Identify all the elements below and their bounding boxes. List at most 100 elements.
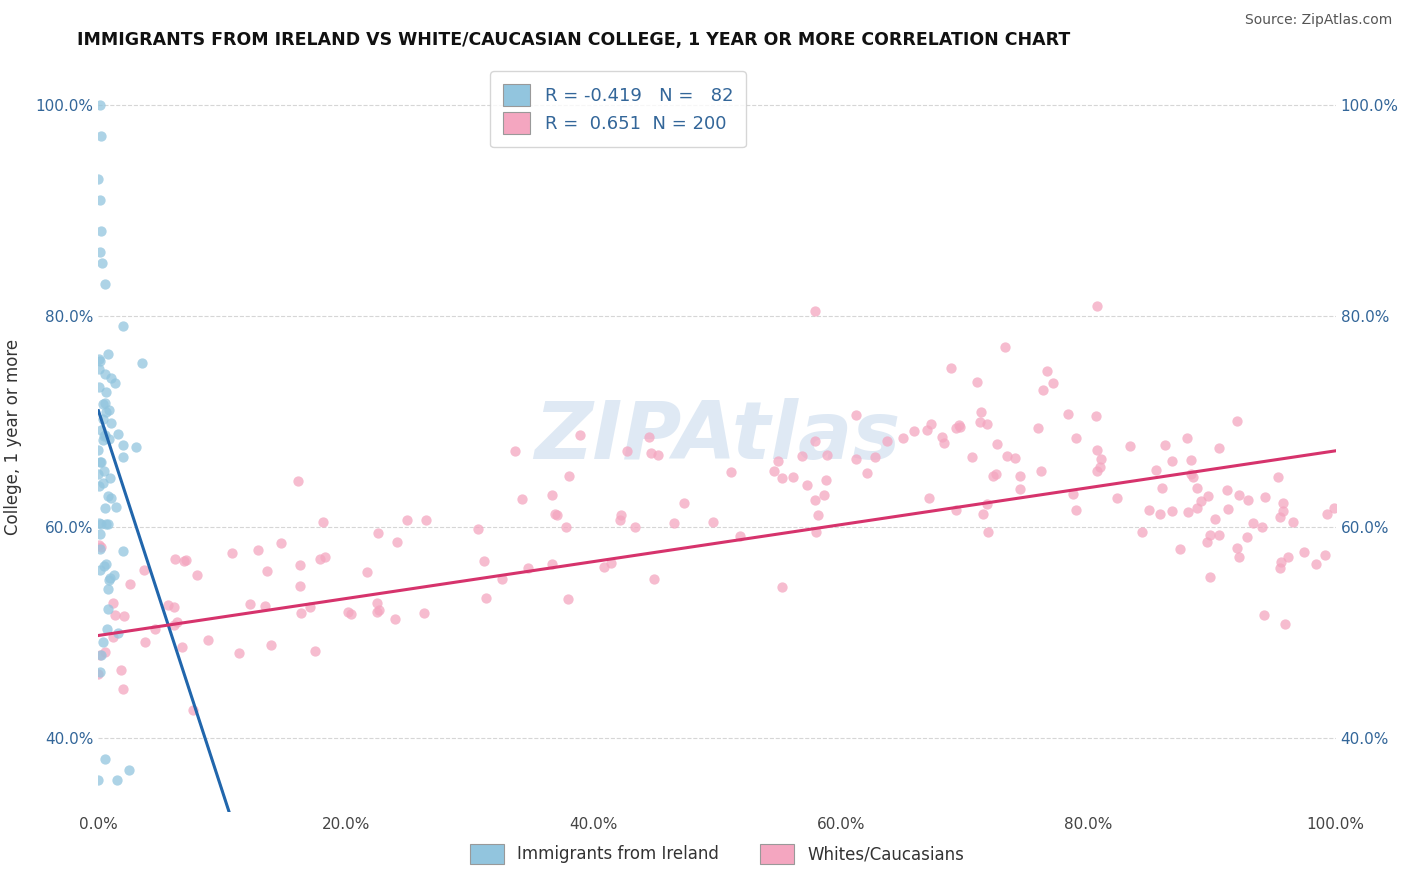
Point [1004,450,1026,465]
Point [972,507,994,521]
Point [1253,607,1275,622]
Point [366,605,388,619]
Point [314,549,336,564]
Point [994,340,1017,354]
Point [932,435,955,450]
Point [1267,470,1289,484]
Point [970,405,993,419]
Point [1088,459,1111,474]
Point [1168,542,1191,557]
Point [966,375,988,389]
Point [162,599,184,614]
Point [97,573,120,587]
Point [939,360,962,375]
Point [91,475,114,490]
Point [107,426,129,441]
Point [415,513,437,527]
Point [290,579,312,593]
Point [93,752,115,766]
Point [101,630,124,644]
Point [1144,463,1167,477]
Point [1204,512,1226,526]
Point [1057,407,1080,421]
Point [385,535,408,549]
Point [1323,500,1346,515]
Point [804,524,827,539]
Point [474,554,496,568]
Point [287,474,309,488]
Point [94,500,117,515]
Point [89,379,111,393]
Point [845,452,868,467]
Point [766,454,789,468]
Point [98,471,121,485]
Point [173,553,195,567]
Point [1026,421,1049,435]
Point [1216,483,1239,497]
Point [986,437,1008,451]
Point [89,541,111,556]
Point [93,428,115,442]
Point [103,596,125,610]
Point [384,612,406,626]
Point [93,464,115,478]
Point [1177,505,1199,519]
Point [702,515,724,529]
Point [593,560,616,574]
Point [510,491,533,506]
Point [112,450,135,464]
Point [337,605,360,619]
Point [87,667,110,681]
Point [100,416,122,430]
Point [491,572,513,586]
Point [290,607,312,621]
Text: IMMIGRANTS FROM IRELAND VS WHITE/CAUCASIAN COLLEGE, 1 YEAR OR MORE CORRELATION C: IMMIGRANTS FROM IRELAND VS WHITE/CAUCASI… [77,31,1070,49]
Point [1149,507,1171,521]
Point [1185,501,1208,516]
Point [1085,409,1108,423]
Point [1189,494,1212,508]
Point [1226,541,1249,556]
Point [1175,431,1198,445]
Point [111,437,134,451]
Point [1161,454,1184,468]
Point [90,517,112,532]
Point [845,408,868,422]
Point [554,520,576,534]
Point [1119,439,1142,453]
Point [368,603,391,617]
Point [1268,510,1291,524]
Point [246,543,269,558]
Point [87,467,110,481]
Point [87,171,110,186]
Text: Source: ZipAtlas.com: Source: ZipAtlas.com [1244,13,1392,28]
Point [1032,383,1054,397]
Point [366,596,388,610]
Point [763,464,786,478]
Point [917,423,939,437]
Point [254,599,277,613]
Point [1305,557,1327,571]
Point [97,516,120,531]
Point [94,396,117,410]
Point [569,428,592,442]
Point [1294,544,1316,558]
Point [672,495,695,509]
Point [807,508,830,522]
Point [104,607,127,622]
Point [100,491,122,505]
Point [112,543,135,558]
Point [1208,442,1230,456]
Point [804,434,827,448]
Point [89,97,111,112]
Point [949,420,972,434]
Point [1062,486,1084,500]
Point [1270,555,1292,569]
Point [1218,502,1240,516]
Point [1226,414,1249,428]
Point [986,467,1008,482]
Point [1064,503,1087,517]
Point [298,599,321,614]
Point [782,470,804,484]
Point [976,417,998,431]
